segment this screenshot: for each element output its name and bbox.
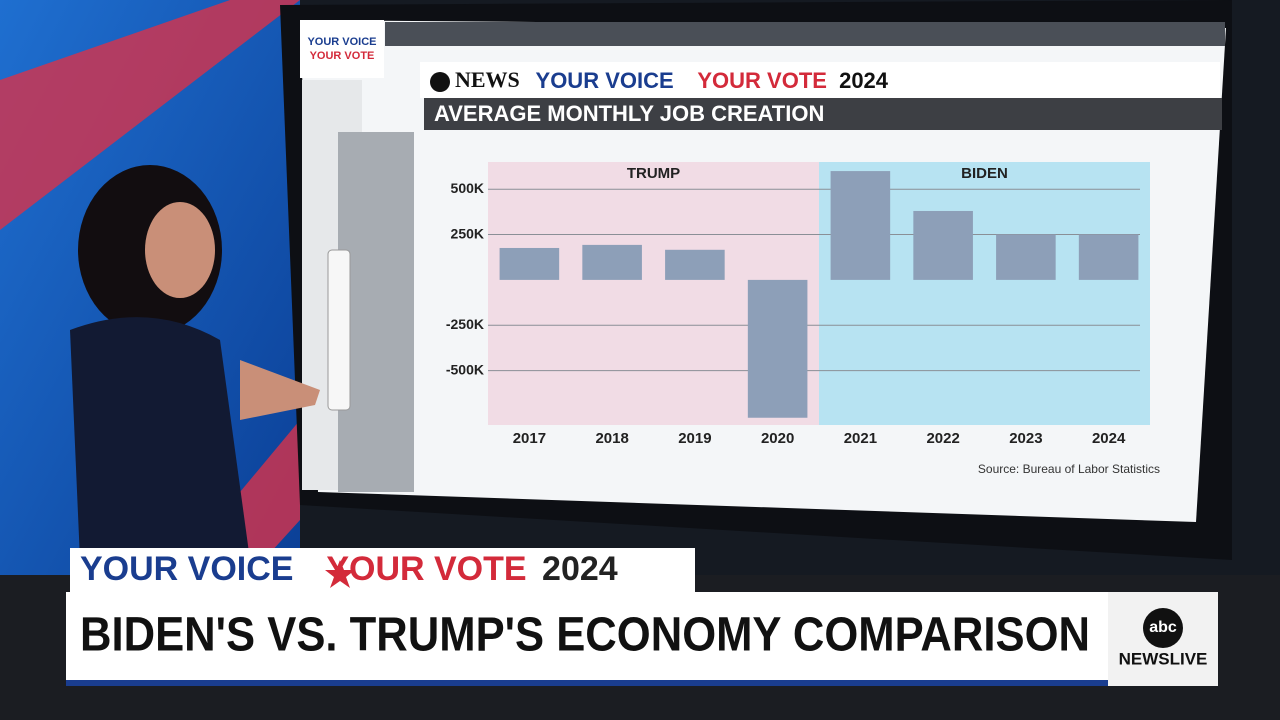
lt-voice: YOUR VOICE xyxy=(80,550,293,588)
chart-header xyxy=(420,62,1220,98)
x-tick-label: 2022 xyxy=(926,430,959,447)
y-tick-label: -500K xyxy=(446,361,484,377)
abc-logo xyxy=(430,72,450,92)
lt-vote: YOUR VOTE xyxy=(326,550,526,588)
brand-network: NEWS xyxy=(455,67,520,92)
chart-brand: NEWS YOUR VOICE YOUR VOTE 2024 xyxy=(455,67,889,93)
bar xyxy=(830,171,891,280)
bar xyxy=(582,244,642,280)
x-tick-label: 2017 xyxy=(513,430,546,447)
region-label: BIDEN xyxy=(961,165,1008,182)
headline: BIDEN'S VS. TRUMP'S ECONOMY COMPARISON xyxy=(80,609,1090,662)
bar xyxy=(996,234,1056,280)
x-tick-label: 2018 xyxy=(595,430,628,447)
bar xyxy=(499,247,560,280)
region-label: TRUMP xyxy=(627,165,680,182)
x-tick-label: 2023 xyxy=(1009,430,1042,447)
toolbar-buttons[interactable] xyxy=(327,249,351,411)
chart-title: AVERAGE MONTHLY JOB CREATION xyxy=(434,101,824,126)
chart-source: Source: Bureau of Labor Statistics xyxy=(978,462,1160,476)
chart-title-bar xyxy=(424,98,1222,130)
x-tick-label: 2019 xyxy=(678,430,711,447)
screen-logo-box xyxy=(300,20,384,78)
y-tick-label: -250K xyxy=(446,316,484,332)
lower-third-brand: YOUR VOICE YOUR VOTE 2024 xyxy=(80,550,618,588)
x-tick-label: 2020 xyxy=(761,430,794,447)
network-logo-text: abc xyxy=(1149,619,1177,636)
lt-year: 2024 xyxy=(542,550,618,588)
y-tick-label: 250K xyxy=(451,225,484,241)
plot: TRUMP BIDEN 500K 250K -250K -500K 2017 2018 2019… xyxy=(446,162,1150,447)
x-tick-label: 2021 xyxy=(844,430,877,447)
brand-voice: YOUR VOICE xyxy=(536,68,674,93)
brand-year: 2024 xyxy=(839,68,889,93)
presenter-face xyxy=(145,202,215,298)
bar xyxy=(665,249,725,280)
bar xyxy=(747,279,808,418)
screen-logo-text: YOUR VOTE xyxy=(310,50,375,62)
lower-third-top xyxy=(70,548,695,592)
x-tick-label: 2024 xyxy=(1092,430,1126,447)
screen-logo-text: YOUR VOICE xyxy=(307,36,376,48)
presenter-arm xyxy=(240,360,320,420)
lower-third-rule xyxy=(66,680,1108,686)
screen-top-bar xyxy=(385,22,1225,46)
brand-vote: YOUR VOTE xyxy=(697,68,827,93)
presenter-body xyxy=(70,317,250,560)
bar xyxy=(913,210,973,280)
network-logo xyxy=(1143,608,1183,648)
toolbar-panel xyxy=(338,132,414,492)
bar xyxy=(1078,234,1139,280)
lower-third-main xyxy=(66,592,1108,686)
star xyxy=(325,560,355,588)
network-name: NEWSLIVE xyxy=(1119,649,1208,668)
y-tick-label: 500K xyxy=(451,180,484,196)
red-stripe xyxy=(0,0,300,230)
